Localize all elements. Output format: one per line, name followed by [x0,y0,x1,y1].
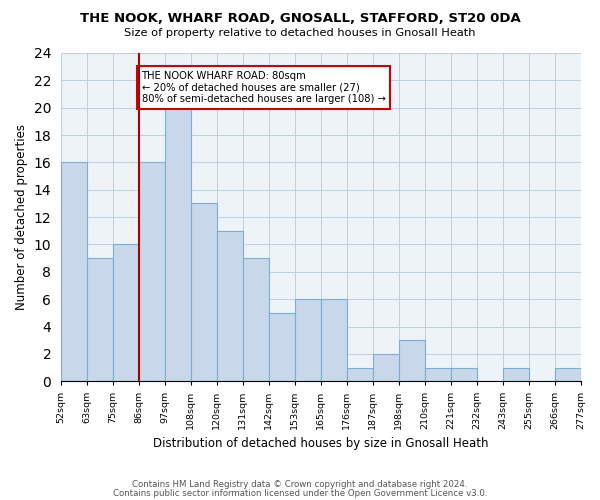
Bar [269,313,295,382]
Bar [347,368,373,382]
Bar [425,368,451,382]
Bar [398,340,425,382]
Bar [373,354,398,382]
Bar [243,258,269,382]
Bar [503,368,529,382]
Bar [217,231,243,382]
Text: Size of property relative to detached houses in Gnosall Heath: Size of property relative to detached ho… [124,28,476,38]
Bar [61,162,87,382]
Bar [191,204,217,382]
X-axis label: Distribution of detached houses by size in Gnosall Heath: Distribution of detached houses by size … [153,437,488,450]
Bar [451,368,476,382]
Text: Contains HM Land Registry data © Crown copyright and database right 2024.: Contains HM Land Registry data © Crown c… [132,480,468,489]
Bar [554,368,581,382]
Bar [139,162,165,382]
Bar [113,244,139,382]
Text: THE NOOK WHARF ROAD: 80sqm
← 20% of detached houses are smaller (27)
80% of semi: THE NOOK WHARF ROAD: 80sqm ← 20% of deta… [142,71,385,104]
Bar [87,258,113,382]
Bar [321,299,347,382]
Text: THE NOOK, WHARF ROAD, GNOSALL, STAFFORD, ST20 0DA: THE NOOK, WHARF ROAD, GNOSALL, STAFFORD,… [80,12,520,26]
Bar [165,108,191,382]
Text: Contains public sector information licensed under the Open Government Licence v3: Contains public sector information licen… [113,488,487,498]
Y-axis label: Number of detached properties: Number of detached properties [15,124,28,310]
Bar [295,299,321,382]
